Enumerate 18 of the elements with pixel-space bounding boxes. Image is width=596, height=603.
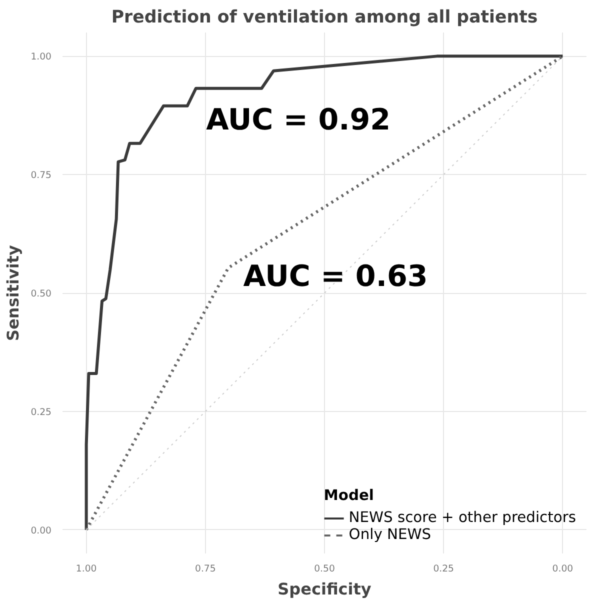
y-tick-label: 0.25: [30, 406, 52, 418]
x-tick-label: 0.75: [195, 564, 216, 574]
x-tick-label: 1.00: [76, 564, 97, 574]
y-tick-label: 0.50: [30, 288, 52, 300]
x-tick-label: 0.50: [314, 564, 335, 574]
y-tick-label: 1.00: [30, 52, 52, 63]
annotation: AUC = 0.92: [206, 102, 391, 137]
y-axis-title: Sensitivity: [4, 244, 23, 341]
chart-title: Prediction of ventilation among all patients: [111, 8, 538, 28]
legend-label: NEWS score + other predictors: [348, 509, 576, 526]
y-tick-label: 0.00: [30, 525, 52, 536]
annotation: AUC = 0.63: [243, 259, 428, 293]
legend-label: Only NEWS: [348, 526, 432, 543]
y-tick-label: 0.75: [30, 170, 52, 182]
legend-title: Model: [324, 487, 375, 504]
x-tick-label: 0.25: [433, 564, 454, 574]
x-axis-title: Specificity: [278, 580, 372, 598]
x-tick-label: 0.00: [552, 564, 574, 574]
